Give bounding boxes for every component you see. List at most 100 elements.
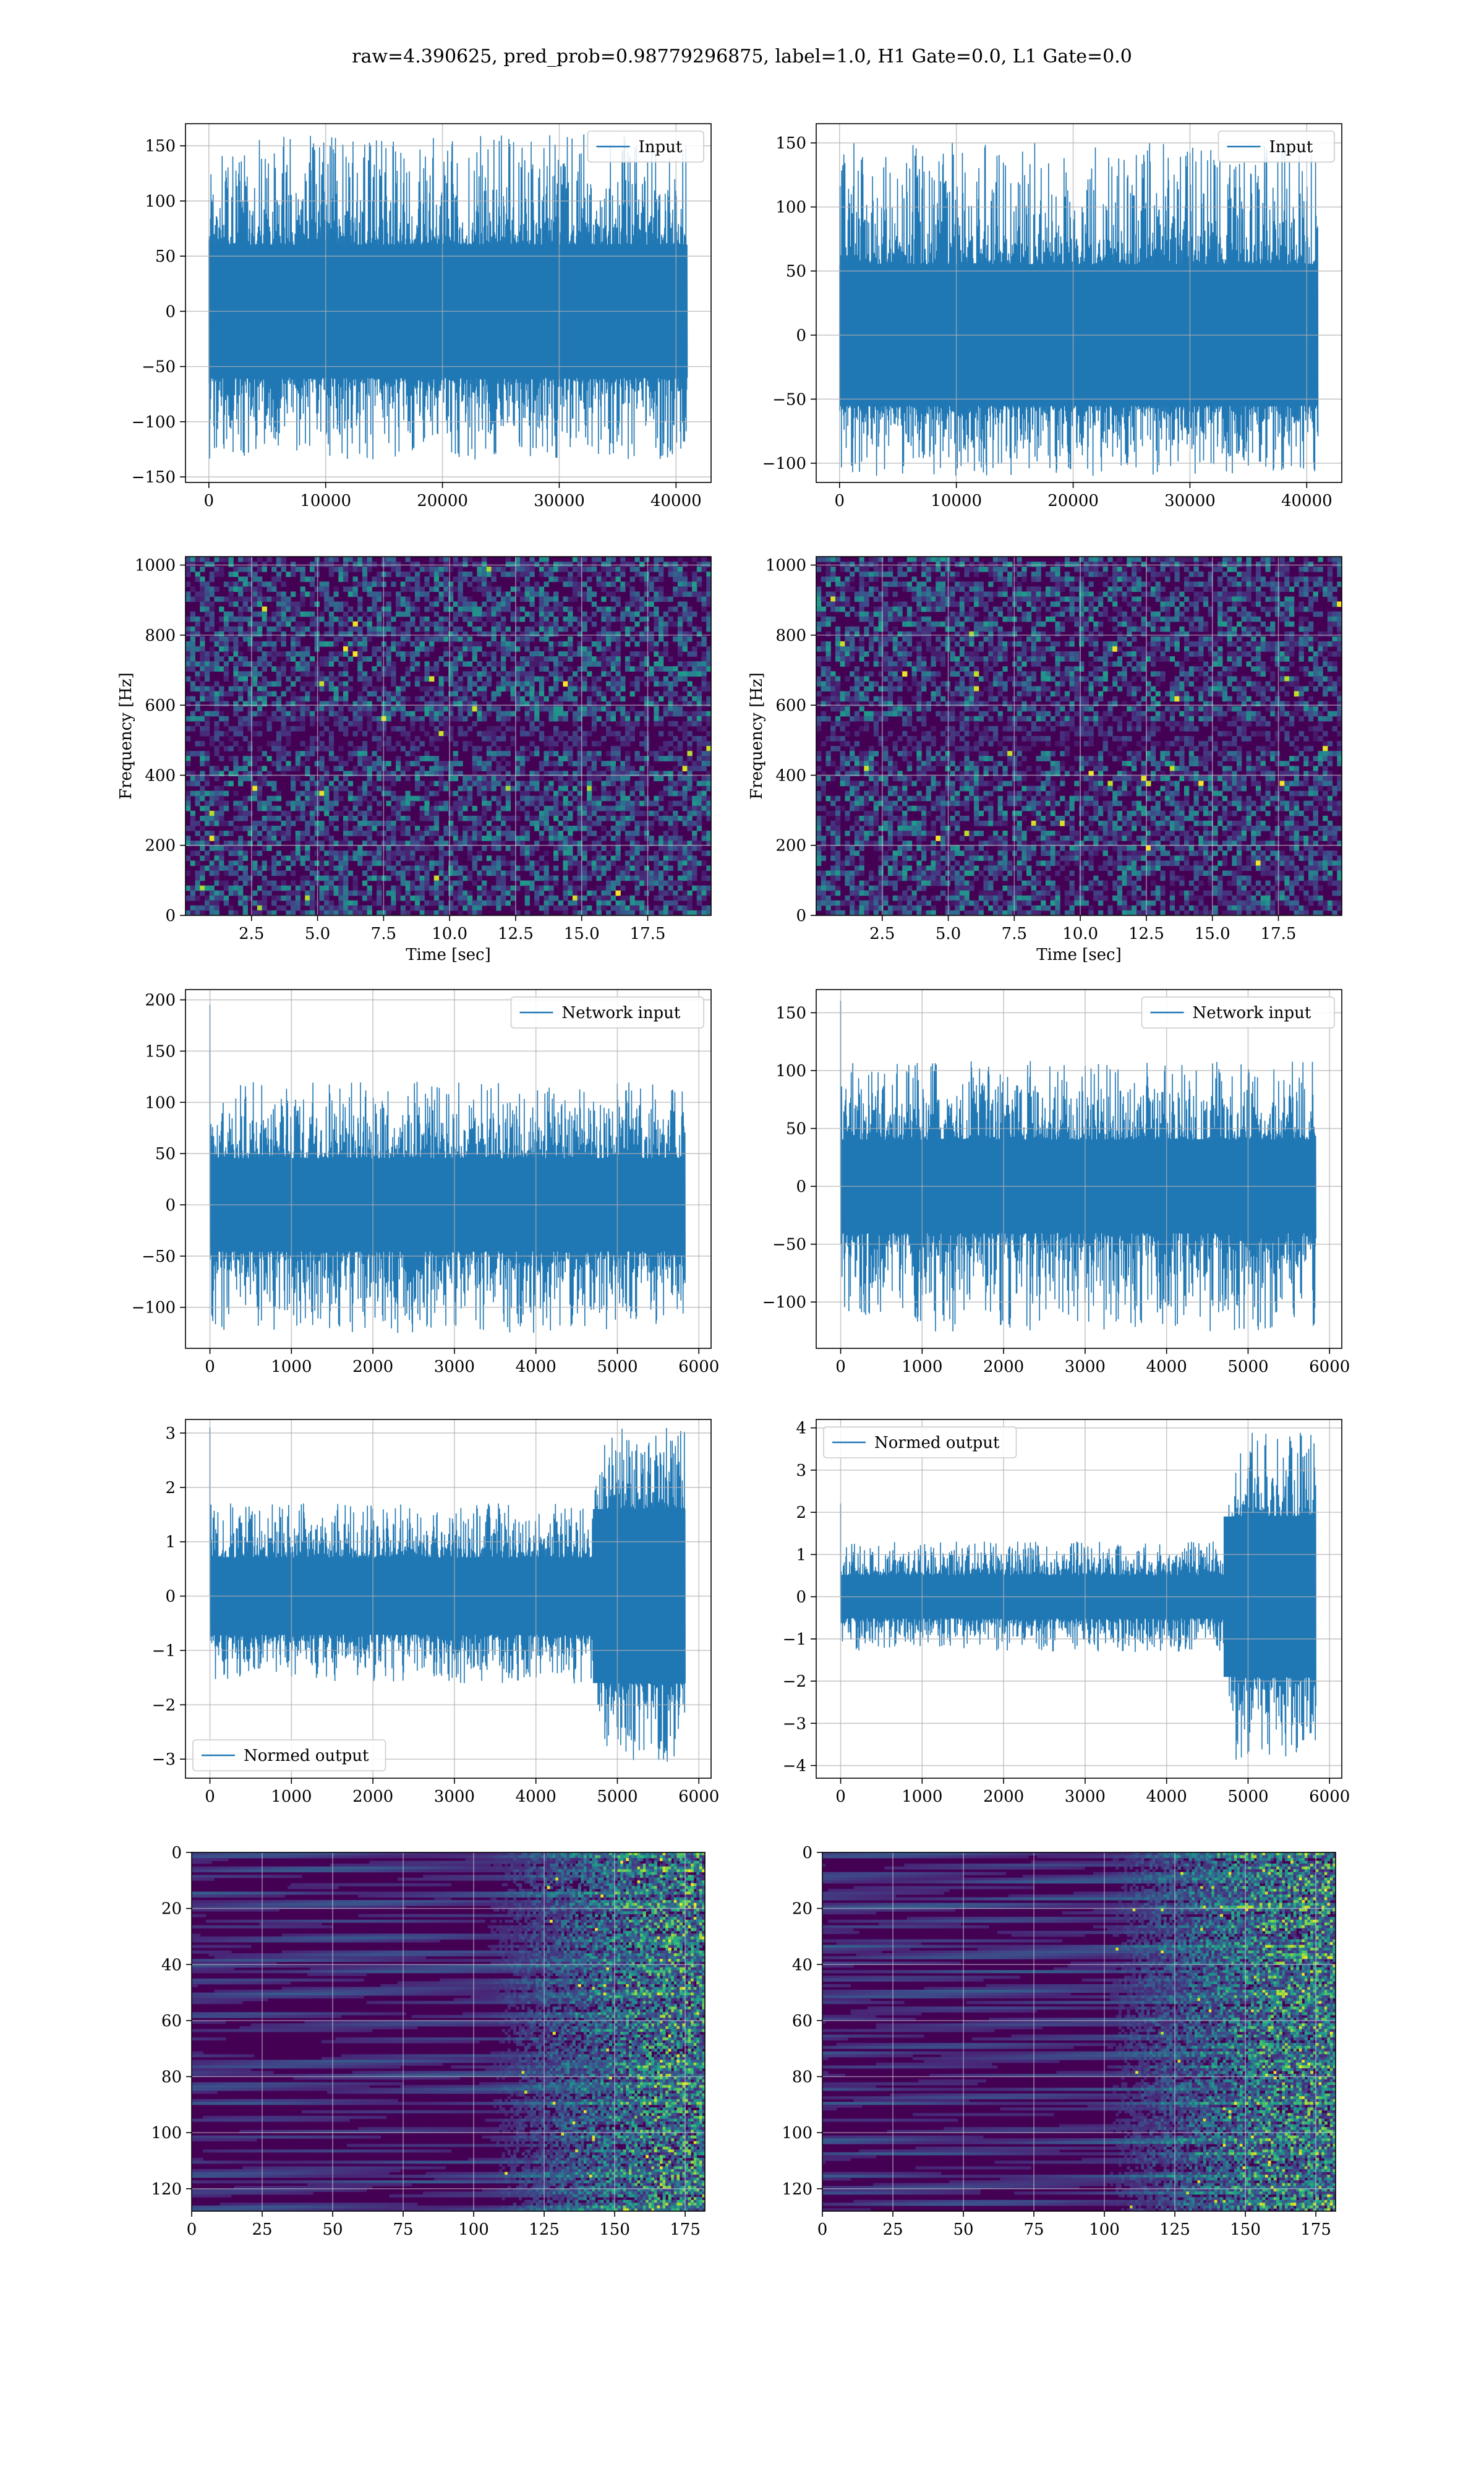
x-tick-label: 20000 — [417, 492, 468, 510]
legend-label: Normed output — [244, 1747, 369, 1765]
y-tick-label: 0 — [171, 1844, 182, 1862]
legend-label: Network input — [562, 1004, 681, 1022]
x-tick-label: 5000 — [597, 1358, 638, 1376]
plot-area — [822, 1852, 1336, 2211]
x-tick-label: 15.0 — [564, 925, 600, 943]
x-tick-label: 2.5 — [869, 925, 895, 943]
axes-frame — [185, 123, 712, 483]
tick-labels: 0 1000 2000 3000 4000 5000 6000 −4 −3 −2 −1 0 1 2 3 4 — [783, 1419, 1350, 1806]
grid-lines — [816, 990, 1342, 1348]
x-tick-label: 0 — [835, 1787, 846, 1806]
x-tick-label: 10.0 — [1062, 925, 1098, 943]
x-tick-label: 10000 — [931, 492, 982, 510]
x-tick-label: 30000 — [534, 492, 585, 510]
y-tick-label: 600 — [145, 696, 176, 715]
y-tick-label: 0 — [796, 327, 806, 345]
x-tick-label: 100 — [1089, 2220, 1120, 2239]
plot-area — [209, 1004, 686, 1333]
x-tick-label: 10.0 — [432, 925, 467, 943]
plot-area — [186, 557, 711, 915]
legend: Normed output — [192, 1739, 386, 1771]
subplot-r4c1: 0 25 50 75 100 125 150 175 0 20 40 60 80 100 120 — [782, 1844, 1336, 2239]
y-tick-label: 200 — [145, 991, 176, 1010]
legend: Normed output — [823, 1426, 1017, 1458]
y-tick-label: −150 — [132, 468, 176, 487]
y-tick-label: 120 — [782, 2180, 812, 2199]
x-tick-label: 1000 — [271, 1358, 312, 1376]
y-tick-label: 150 — [145, 137, 176, 156]
x-tick-label: 12.5 — [1128, 925, 1164, 943]
x-tick-label: 75 — [393, 2220, 413, 2239]
y-tick-label: −50 — [772, 390, 806, 409]
y-tick-label: −100 — [132, 413, 176, 432]
subplot-r2c1: 0 1000 2000 3000 4000 5000 6000 −100 −50 0 50 100 15… — [762, 989, 1350, 1376]
legend-label: Input — [639, 138, 683, 156]
subplot-r1c0: 2.5 5.0 7.5 10.0 12.5 15.0 17.5 0 200 400 600 800 10… — [117, 556, 712, 964]
x-tick-label: 0 — [205, 1787, 215, 1806]
x-tick-label: 5.0 — [936, 925, 961, 943]
x-tick-label: 2.5 — [239, 925, 264, 943]
x-tick-label: 75 — [1023, 2220, 1044, 2239]
y-tick-label: 600 — [775, 696, 806, 715]
y-tick-label: 200 — [775, 837, 806, 855]
x-tick-label: 0 — [817, 2220, 828, 2239]
x-tick-label: 5.0 — [305, 925, 330, 943]
y-tick-label: 120 — [151, 2180, 182, 2199]
y-tick-label: 200 — [145, 837, 176, 855]
signal-line — [209, 1004, 686, 1333]
heatmap-cells — [822, 1852, 1336, 2211]
x-tick-label: 5000 — [597, 1787, 638, 1806]
x-tick-label: 6000 — [678, 1787, 719, 1806]
x-tick-label: 6000 — [1309, 1787, 1350, 1806]
x-tick-label: 15.0 — [1195, 925, 1230, 943]
x-tick-label: 40000 — [650, 492, 702, 510]
y-tick-label: −2 — [152, 1696, 176, 1714]
x-tick-label: 4000 — [516, 1787, 556, 1806]
y-tick-label: 3 — [796, 1462, 806, 1480]
y-tick-label: 100 — [775, 199, 806, 217]
y-tick-label: −3 — [152, 1750, 176, 1769]
x-tick-label: 3000 — [1065, 1787, 1106, 1806]
y-tick-label: −2 — [783, 1672, 806, 1691]
y-tick-label: 0 — [796, 907, 806, 925]
x-tick-label: 175 — [670, 2220, 701, 2239]
axes-frame — [185, 989, 712, 1349]
subplot-r0c0: 0 10000 20000 30000 40000 −150 −100 −50 0 50 100 15… — [132, 123, 712, 510]
axes-frame — [816, 556, 1342, 916]
tick-labels: 2.5 5.0 7.5 10.0 12.5 15.0 17.5 0 200 400 600 800 10… — [135, 557, 666, 943]
subplot-r4c0: 0 25 50 75 100 125 150 175 0 20 40 60 80 100 120 — [151, 1844, 706, 2239]
x-tick-label: 17.5 — [630, 925, 666, 943]
y-tick-label: −50 — [142, 1248, 176, 1266]
y-tick-label: −100 — [762, 455, 806, 473]
x-tick-label: 7.5 — [371, 925, 396, 943]
plot-area — [208, 134, 688, 460]
y-tick-label: 50 — [155, 247, 176, 266]
y-tick-label: −100 — [762, 1293, 806, 1312]
legend: Network input — [1141, 996, 1335, 1029]
y-tick-label: 150 — [145, 1042, 176, 1061]
subplot-r2c0: 0 1000 2000 3000 4000 5000 6000 −100 −50 0 50 100 15… — [132, 989, 719, 1376]
subplot-grid: 0 10000 20000 30000 40000−150−100−5005010015… — [117, 123, 1350, 2239]
y-tick-label: −50 — [772, 1236, 806, 1254]
y-tick-label: 150 — [775, 134, 806, 153]
x-tick-label: 3000 — [434, 1358, 475, 1376]
x-tick-label: 25 — [882, 2220, 903, 2239]
x-tick-label: 12.5 — [498, 925, 534, 943]
y-tick-label: 100 — [782, 2124, 812, 2142]
subplot-r1c1: 2.5 5.0 7.5 10.0 12.5 15.0 17.5 0 200 400 600 800 10… — [748, 556, 1342, 964]
grid-lines — [186, 557, 711, 916]
x-tick-label: 50 — [953, 2220, 973, 2239]
y-tick-label: 60 — [161, 2012, 182, 2031]
x-tick-label: 17.5 — [1261, 925, 1297, 943]
y-tick-label: 4 — [796, 1419, 806, 1438]
y-tick-label: 100 — [775, 1062, 806, 1081]
subplot-r3c0: 0 1000 2000 3000 4000 5000 6000 −3 −2 −1 0 1 2 3 Norme… — [152, 1419, 719, 1806]
x-tick-label: 0 — [187, 2220, 197, 2239]
x-tick-label: 4000 — [1146, 1787, 1187, 1806]
y-tick-label: 40 — [161, 1956, 182, 1974]
y-tick-label: 100 — [151, 2124, 182, 2142]
x-tick-label: 25 — [252, 2220, 272, 2239]
x-tick-label: 10000 — [300, 492, 351, 510]
axes-frame — [185, 1419, 712, 1779]
